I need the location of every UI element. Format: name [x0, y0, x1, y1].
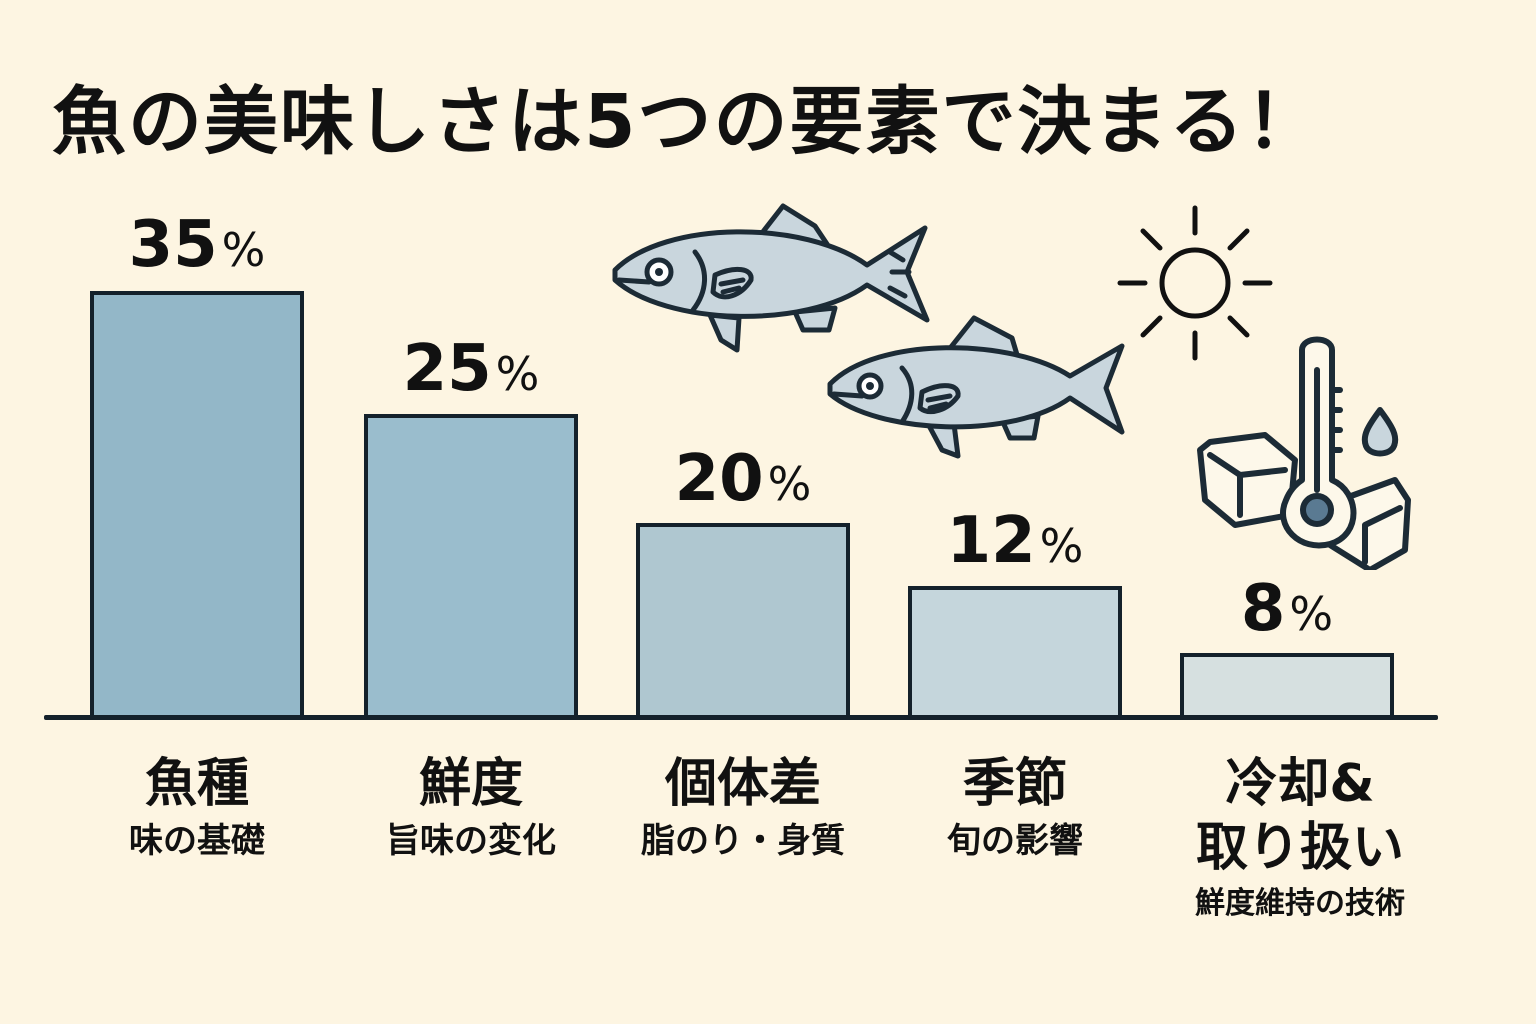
bar-freshness [364, 414, 578, 717]
value-label: 8% [1180, 574, 1394, 649]
value-number: 35 [128, 208, 218, 282]
value-number: 20 [674, 442, 764, 516]
bar-individual-difference [636, 523, 850, 717]
fish-icon [827, 315, 1125, 459]
bar-fish-species [90, 291, 304, 717]
value-label: 25% [364, 334, 578, 409]
fish-icon [612, 203, 930, 353]
category-name: 魚種 [144, 754, 249, 814]
value-label: 20% [636, 444, 850, 519]
category-label: 冷却& 取り扱い 鮮度維持の技術 [1150, 752, 1450, 928]
category-name: 鮮度 [418, 754, 523, 814]
category-label: 魚種 味の基礎 [70, 752, 324, 866]
chart-title: 魚の美味しさは5つの要素で決まる！ [52, 79, 1322, 165]
percent-sign: % [1039, 519, 1084, 573]
percent-sign: % [221, 223, 266, 277]
value-number: 12 [946, 504, 1036, 578]
category-description: 鮮度維持の技術 [1195, 886, 1405, 921]
x-axis-line [44, 715, 1438, 720]
category-description: 味の基礎 [129, 821, 265, 861]
percent-sign: % [1289, 587, 1334, 641]
value-label: 12% [908, 506, 1122, 581]
category-label: 個体差 脂のり・身質 [616, 752, 870, 866]
category-name-line2: 取り扱い [1195, 818, 1404, 878]
category-description: 旨味の変化 [386, 821, 556, 861]
category-name: 個体差 [664, 754, 821, 814]
bar-cooling-handling [1180, 653, 1394, 717]
category-name: 季節 [962, 754, 1067, 814]
category-label: 鮮度 旨味の変化 [344, 752, 598, 866]
percent-sign: % [767, 457, 812, 511]
sun-icon [1117, 205, 1273, 361]
category-description: 旬の影響 [947, 821, 1083, 861]
percent-sign: % [495, 347, 540, 401]
category-label: 季節 旬の影響 [888, 752, 1142, 866]
category-name: 冷却& [1225, 754, 1375, 814]
bar-season [908, 586, 1122, 717]
value-label: 35% [90, 210, 304, 285]
water-drop-icon [1361, 407, 1399, 457]
value-number: 8 [1240, 572, 1286, 646]
category-description: 脂のり・身質 [641, 821, 845, 861]
value-number: 25 [402, 332, 492, 406]
thermometer-icon [1197, 336, 1411, 570]
